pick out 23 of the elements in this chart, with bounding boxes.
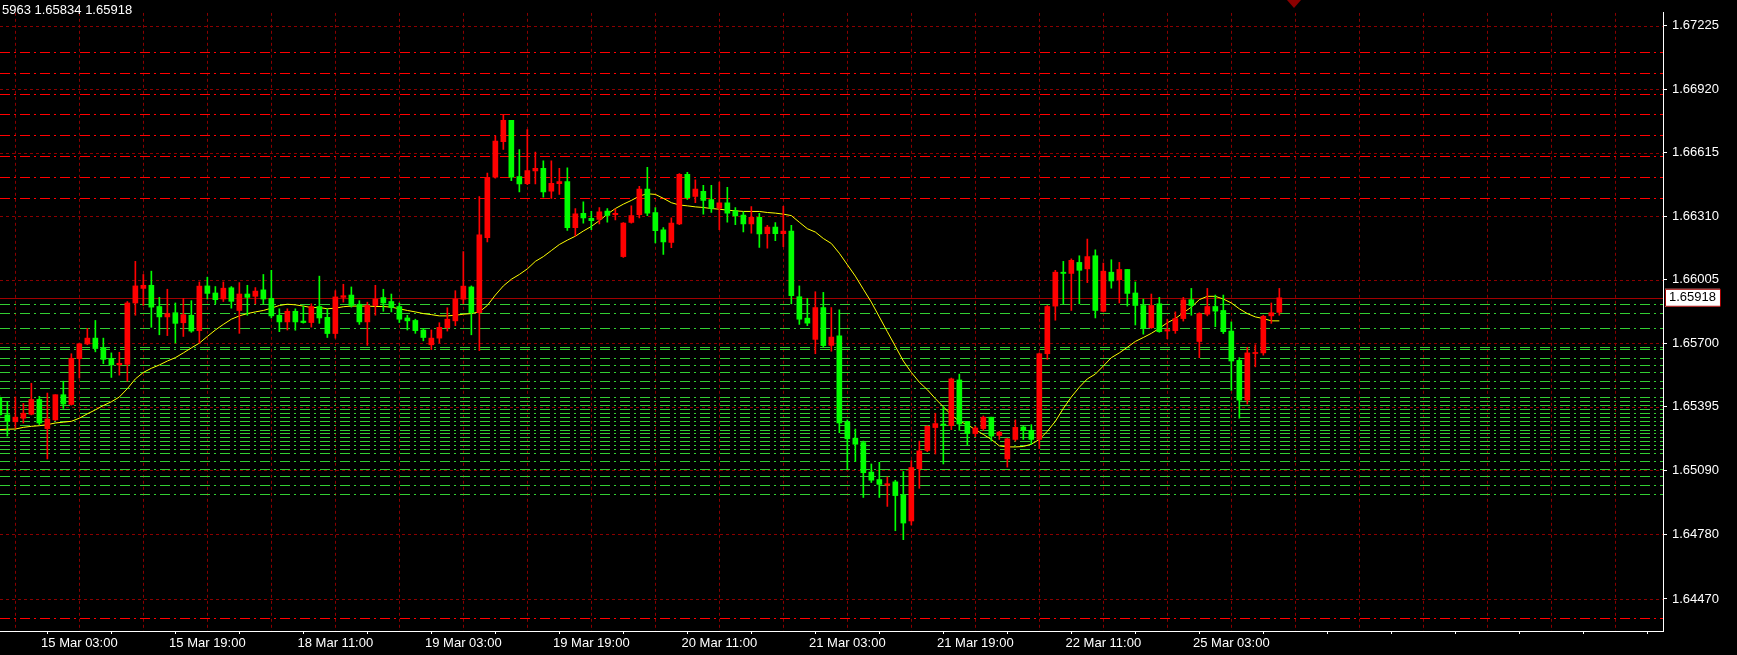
y-tick-label: 1.66920: [1672, 80, 1719, 96]
y-tick-label: 1.65395: [1672, 398, 1719, 414]
x-tick-label: 19 Mar 19:00: [553, 635, 630, 651]
x-tick-label: 15 Mar 03:00: [41, 635, 118, 651]
ref-line-label: 1.65918: [1669, 289, 1716, 305]
x-tick-label: 22 Mar 11:00: [1065, 635, 1142, 651]
x-tick-label: 25 Mar 03:00: [1193, 635, 1270, 651]
y-tick-label: 1.67225: [1672, 17, 1719, 33]
y-tick-label: 1.65090: [1672, 461, 1719, 477]
annotation: 5963 1.65834 1.65918: [2, 2, 133, 18]
y-tick-label: 1.66310: [1672, 207, 1719, 223]
x-tick-label: 19 Mar 03:00: [425, 635, 502, 651]
candlestick: [1268, 302, 1275, 324]
x-tick-label: 21 Mar 19:00: [937, 635, 1014, 651]
x-tick-label: 15 Mar 19:00: [169, 635, 246, 651]
y-tick-label: 1.65700: [1672, 334, 1719, 350]
y-tick-label: 1.66005: [1672, 271, 1719, 287]
y-tick-label: 1.64470: [1672, 590, 1719, 606]
y-tick-label: 1.66615: [1672, 144, 1719, 160]
x-tick-label: 18 Mar 11:00: [297, 635, 374, 651]
x-tick-label: 20 Mar 11:00: [681, 635, 758, 651]
y-tick-label: 1.64780: [1672, 526, 1719, 542]
x-tick-label: 21 Mar 03:00: [809, 635, 886, 651]
